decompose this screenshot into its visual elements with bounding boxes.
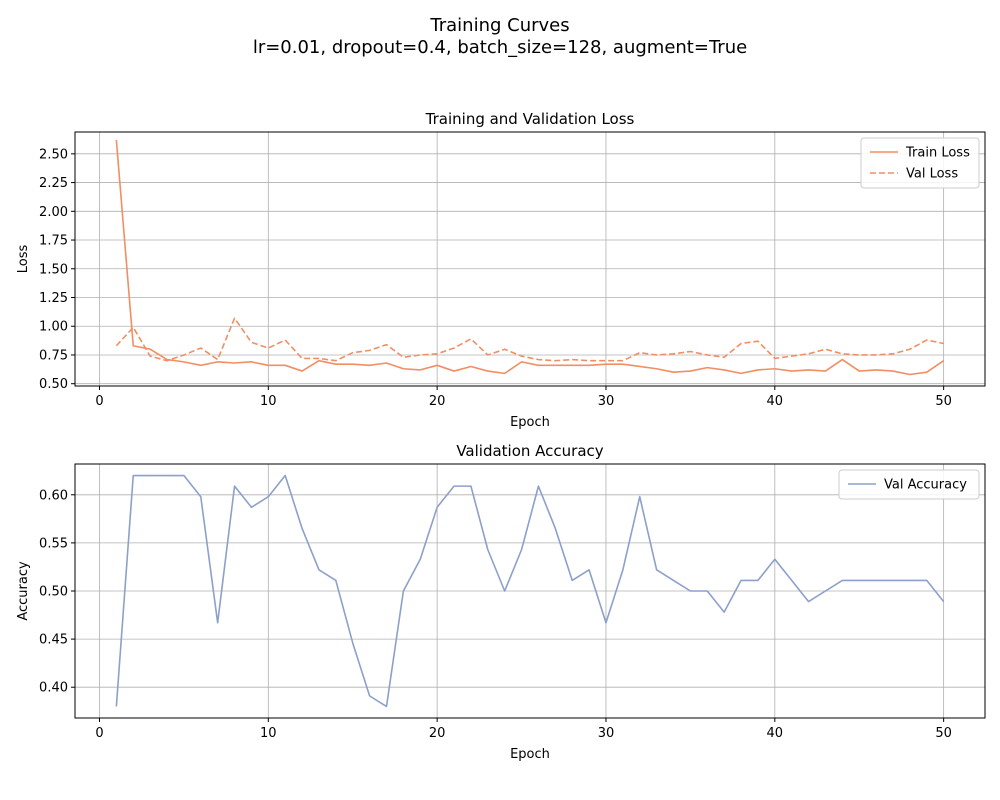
loss-ytick-label-2: 1.00 (39, 320, 68, 335)
loss-grid (75, 132, 985, 386)
loss-legend: Train Loss Val Loss (860, 137, 980, 189)
accuracy-ytick-label-0: 0.40 (39, 681, 68, 696)
accuracy-ytick-label-1: 0.45 (39, 633, 68, 648)
loss-xtick-label-50: 50 (935, 394, 952, 409)
accuracy-xtick-label-10: 10 (260, 726, 277, 741)
loss-xtick-label-40: 40 (767, 394, 784, 409)
loss-xtick-label-0: 0 (95, 394, 103, 409)
loss-x-axis-label: Epoch (510, 415, 550, 430)
accuracy-xtick-label-30: 30 (598, 726, 615, 741)
accuracy-legend-box (838, 469, 980, 500)
loss-chart-title: Training and Validation Loss (425, 110, 635, 128)
accuracy-x-axis-label: Epoch (510, 747, 550, 762)
accuracy-ytick-label-2: 0.50 (39, 585, 68, 600)
loss-ytick-label-6: 2.00 (39, 205, 68, 220)
accuracy-xtick-label-0: 0 (95, 726, 103, 741)
figure-subtitle: lr=0.01, dropout=0.4, batch_size=128, au… (253, 37, 747, 58)
figure-title: Training Curves (429, 15, 569, 36)
accuracy-xtick-label-50: 50 (935, 726, 952, 741)
loss-ytick-label-0: 0.50 (39, 377, 68, 392)
series-line-val-loss (115, 317, 944, 362)
accuracy-chart: 0 10 20 30 40 50 0.40 0.45 0.50 0.55 0.60 Validatio… (16, 442, 986, 762)
series-line-train-loss (115, 139, 945, 376)
loss-ytick-label-3: 1.25 (39, 291, 68, 306)
series-line-val-accuracy (115, 474, 945, 708)
legend-label-train-loss: Train Loss (905, 146, 970, 161)
accuracy-chart-title: Validation Accuracy (456, 442, 603, 460)
accuracy-ytick-label-3: 0.55 (39, 536, 68, 551)
loss-xtick-label-10: 10 (260, 394, 277, 409)
accuracy-ytick-label-4: 0.60 (39, 488, 68, 503)
accuracy-xtick-label-20: 20 (429, 726, 446, 741)
loss-ytick-label-4: 1.50 (39, 262, 68, 277)
loss-chart: 0 10 20 30 40 50 0.50 0.75 1.00 1.25 1.50 1.75 2.00 2… (16, 110, 986, 430)
loss-ytick-label-7: 2.25 (39, 176, 68, 191)
accuracy-legend: Val Accuracy (838, 469, 980, 500)
loss-axes-frame (74, 131, 986, 387)
legend-label-val-loss: Val Loss (906, 167, 958, 182)
accuracy-xtick-label-40: 40 (767, 726, 784, 741)
loss-ytick-label-8: 2.50 (39, 147, 68, 162)
loss-y-axis-label: Loss (16, 245, 31, 274)
loss-ytick-label-1: 0.75 (39, 348, 68, 363)
loss-ytick-label-5: 1.75 (39, 234, 68, 249)
legend-label-val-accuracy: Val Accuracy (884, 478, 967, 493)
accuracy-y-axis-label: Accuracy (16, 561, 31, 621)
loss-legend-box (860, 137, 980, 189)
accuracy-grid (75, 464, 985, 718)
loss-xtick-label-20: 20 (429, 394, 446, 409)
loss-xtick-label-30: 30 (598, 394, 615, 409)
